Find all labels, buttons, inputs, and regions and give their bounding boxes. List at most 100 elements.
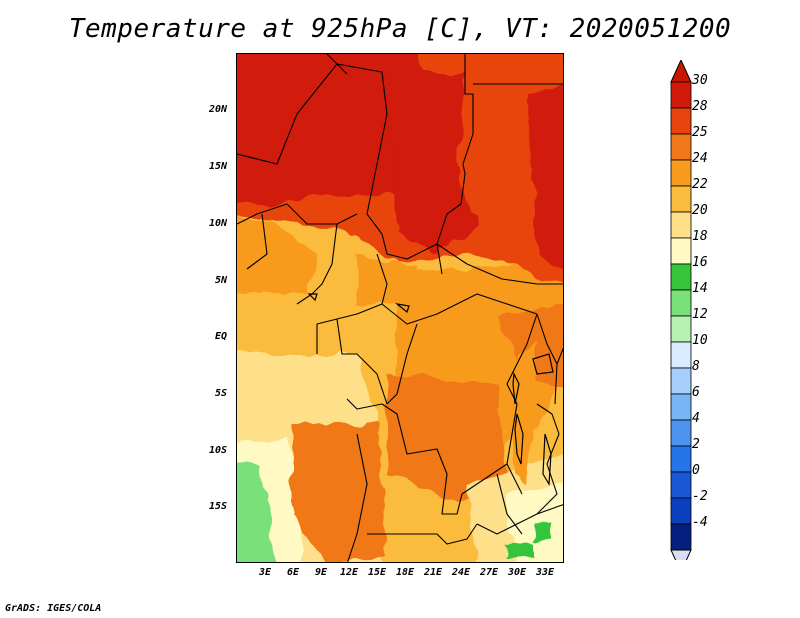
credit-text: GrADS: IGES/COLA	[5, 603, 102, 614]
colorbar-tick-label: 28	[692, 99, 708, 114]
border-nigeria-north	[237, 203, 358, 225]
colorbar-tick-label: 24	[692, 151, 708, 166]
colorbar-tick-label: 18	[692, 229, 708, 244]
lon-tick-label: 30E	[507, 567, 527, 578]
border-angola-namibia	[367, 523, 478, 545]
colorbar-swatch	[670, 289, 692, 317]
country-borders	[237, 54, 563, 562]
lon-tick-label: 24E	[451, 567, 471, 578]
border-zambia	[461, 463, 508, 495]
temperature-fill-layer	[237, 54, 563, 562]
border-gabon	[316, 318, 338, 354]
lake-victoria	[532, 353, 554, 375]
border-chad-cameroon	[381, 233, 438, 260]
border-car-drc	[381, 293, 538, 325]
colorbar-tick-label: 10	[692, 333, 708, 348]
lat-tick-label: 15N	[208, 161, 227, 172]
colorbar-swatch	[670, 471, 692, 499]
border-malawi	[536, 403, 560, 515]
colorbar-swatch	[670, 107, 692, 135]
border-drc-east	[506, 313, 538, 495]
border-kenya	[554, 347, 563, 405]
lake-outlines	[307, 293, 554, 486]
colorbar-swatch	[670, 419, 692, 447]
fill-cameroon-24-25	[357, 254, 417, 304]
border-angola-west	[347, 433, 368, 562]
colorbar-swatch	[670, 445, 692, 473]
fill-angola-25-28	[292, 424, 387, 562]
border-car-sudan	[436, 243, 563, 285]
lat-tick-label: EQ	[214, 331, 227, 342]
border-algeria-niger	[237, 63, 388, 235]
lake-malawi	[542, 433, 552, 486]
colorbar-swatch	[670, 81, 692, 109]
lake-kivu	[512, 371, 520, 405]
colorbar-tick-label: 22	[692, 177, 708, 192]
colorbar-tick-label: 25	[692, 125, 708, 140]
lon-tick-label: 3E	[258, 567, 272, 578]
colorbar-swatch	[670, 159, 692, 187]
lon-tick-label: 21E	[423, 567, 443, 578]
fill-sahara-30	[237, 54, 437, 204]
colorbar-swatch	[670, 341, 692, 369]
border-benin	[246, 213, 268, 270]
fill-se-blob-2	[533, 522, 552, 540]
lon-tick-label: 27E	[479, 567, 499, 578]
lat-tick-label: 10S	[208, 445, 227, 456]
colorbar-swatch	[670, 497, 692, 525]
colorbar-swatch	[670, 315, 692, 343]
lake-tanganyika	[514, 413, 524, 465]
colorbar-tick-label: 30	[692, 73, 708, 88]
colorbar	[670, 60, 692, 560]
lat-tick-label: 5N	[214, 275, 227, 286]
lat-tick-label: 5S	[214, 388, 227, 399]
border-nigeria-cameroon	[296, 223, 338, 305]
lon-tick-label: 18E	[395, 567, 415, 578]
fill-sudan-30	[527, 86, 563, 274]
colorbar-swatch	[670, 367, 692, 395]
border-zambia-zim	[476, 504, 563, 535]
border-uganda	[536, 313, 558, 365]
fill-basin-25-28	[387, 374, 507, 504]
fill-se-blob-1	[503, 542, 535, 558]
colorbar-tick-label: 14	[692, 281, 708, 296]
colorbar-under-triangle	[670, 549, 692, 560]
colorbar-tick-label: 12	[692, 307, 708, 322]
colorbar-tick-label: 16	[692, 255, 708, 270]
colorbar-swatch	[670, 237, 692, 265]
colorbar-tick-label: 4	[692, 411, 700, 426]
border-chad-sudan	[436, 54, 474, 275]
colorbar-over-triangle	[670, 60, 692, 83]
border-drc-angola	[346, 398, 463, 515]
lat-tick-label: 10N	[208, 218, 227, 229]
colorbar-swatch	[670, 133, 692, 161]
colorbar-swatch	[670, 523, 692, 551]
border-congo-gabon	[336, 318, 388, 405]
colorbar-tick-label: 6	[692, 385, 700, 400]
fill-east-25-28	[497, 304, 563, 384]
colorbar-tick-label: -2	[692, 489, 708, 504]
temperature-map	[237, 54, 563, 562]
border-north-1	[326, 54, 348, 75]
lake-small-2	[307, 293, 318, 302]
colorbar-swatch	[670, 263, 692, 291]
colorbar-tick-label: 20	[692, 203, 708, 218]
lon-tick-label: 15E	[367, 567, 387, 578]
lon-tick-label: 12E	[339, 567, 359, 578]
fill-southeast-18-20	[507, 484, 563, 562]
fill-westcoast-24-25	[237, 216, 317, 294]
colorbar-tick-label: -4	[692, 515, 708, 530]
colorbar-swatch	[670, 211, 692, 239]
lon-tick-label: 9E	[314, 567, 328, 578]
colorbar-swatch	[670, 185, 692, 213]
fill-lakes-24-25	[512, 344, 537, 484]
lat-tick-label: 15S	[208, 501, 227, 512]
lon-tick-label: 6E	[286, 567, 300, 578]
colorbar-tick-label: 8	[692, 359, 700, 374]
map-plot-area	[236, 53, 564, 563]
border-lake-malawi	[496, 473, 523, 535]
chart-title: Temperature at 925hPa [C], VT: 202005120…	[68, 14, 732, 44]
border-congo-drc	[386, 323, 418, 405]
colorbar-swatch	[670, 393, 692, 421]
colorbar-tick-label: 2	[692, 437, 700, 452]
